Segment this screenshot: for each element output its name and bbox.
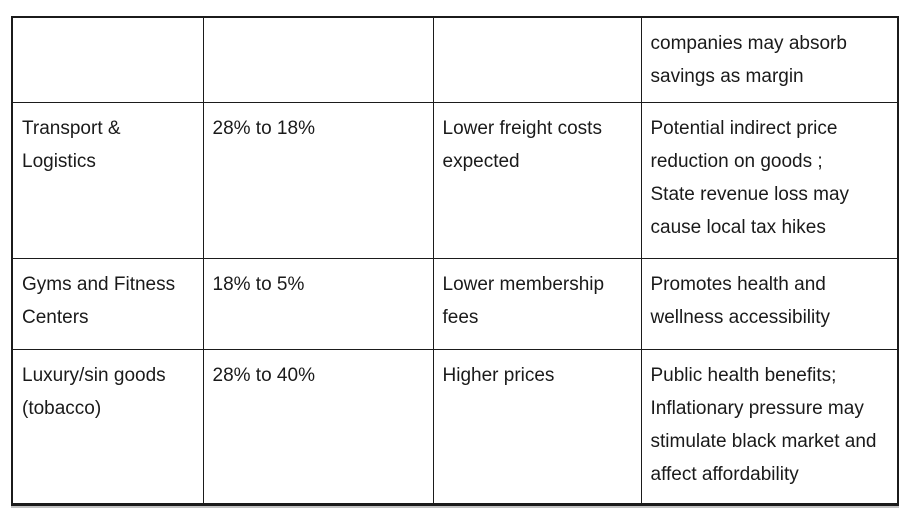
- table-row: Luxury/sin goods (tobacco) 28% to 40% Hi…: [11, 349, 899, 505]
- table-cell-impact-note: Potential indirect price reduction on go…: [640, 102, 899, 259]
- table-cell-impact-note: companies may absorb savings as margin: [640, 16, 899, 103]
- table-cell-sector: Transport & Logistics: [11, 102, 204, 259]
- table-row: Transport & Logistics 28% to 18% Lower f…: [11, 102, 899, 259]
- impact-table: companies may absorb savings as margin T…: [11, 16, 899, 506]
- table-cell-rate-change: 28% to 40%: [202, 349, 434, 505]
- table-cell-rate-change: [202, 16, 434, 103]
- table-row: Gyms and Fitness Centers 18% to 5% Lower…: [11, 258, 899, 350]
- table-cell-rate-change: 18% to 5%: [202, 258, 434, 350]
- table-row: companies may absorb savings as margin: [11, 16, 899, 103]
- table-cell-sector: [11, 16, 204, 103]
- table-cell-price-effect: Lower freight costs expected: [432, 102, 642, 259]
- table-cell-sector: Gyms and Fitness Centers: [11, 258, 204, 350]
- table-cell-sector: Luxury/sin goods (tobacco): [11, 349, 204, 505]
- table-cell-price-effect: Higher prices: [432, 349, 642, 505]
- table-cell-impact-note: Public health benefits; Inflationary pre…: [640, 349, 899, 505]
- table-cell-price-effect: Lower membership fees: [432, 258, 642, 350]
- table-cell-impact-note: Promotes health and wellness accessibili…: [640, 258, 899, 350]
- table-cell-rate-change: 28% to 18%: [202, 102, 434, 259]
- table-cell-price-effect: [432, 16, 642, 103]
